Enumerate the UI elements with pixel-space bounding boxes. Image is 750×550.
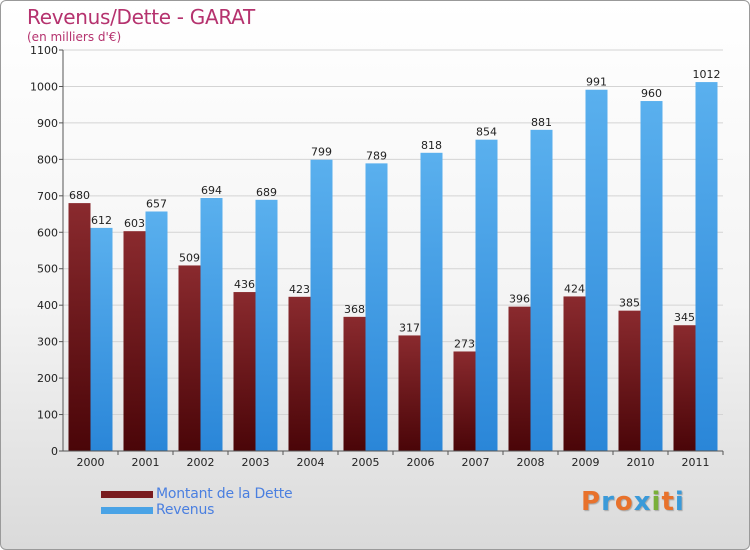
data-label-revenus: 1012 xyxy=(693,68,721,81)
x-tick-label: 2007 xyxy=(462,456,490,469)
x-tick-label: 2001 xyxy=(132,456,160,469)
y-tick-label: 300 xyxy=(37,336,58,349)
y-tick-label: 1000 xyxy=(30,80,58,93)
data-label-revenus: 694 xyxy=(201,184,222,197)
x-tick-label: 2006 xyxy=(407,456,435,469)
chart-title: Revenus/Dette - GARAT xyxy=(27,5,255,29)
logo-letter: x xyxy=(633,487,652,517)
bar-dette xyxy=(178,265,201,451)
bar-revenus xyxy=(365,163,388,451)
bars xyxy=(68,82,718,452)
data-label-revenus: 657 xyxy=(146,197,167,210)
bar-revenus xyxy=(200,198,223,451)
data-label-dette: 423 xyxy=(289,283,310,296)
proxiti-logo: Proxiti xyxy=(581,487,685,517)
bar-revenus xyxy=(695,82,718,451)
logo-letter: r xyxy=(601,487,615,517)
y-tick-label: 500 xyxy=(37,263,58,276)
data-label-revenus: 991 xyxy=(586,76,607,89)
bar-revenus xyxy=(90,227,113,451)
data-label-dette: 345 xyxy=(674,311,695,324)
data-label-revenus: 612 xyxy=(91,214,112,227)
x-tick-label: 2004 xyxy=(297,456,325,469)
bar-dette xyxy=(123,231,146,451)
bar-dette xyxy=(288,296,311,451)
x-tick-label: 2011 xyxy=(682,456,710,469)
data-label-dette: 368 xyxy=(344,303,365,316)
bar-dette xyxy=(68,203,91,451)
bar-revenus xyxy=(585,89,608,452)
legend-swatch-dette xyxy=(101,491,153,498)
bar-dette xyxy=(398,335,421,451)
data-label-revenus: 789 xyxy=(366,149,387,162)
bar-dette xyxy=(508,306,531,451)
y-tick-label: 100 xyxy=(37,409,58,422)
bar-revenus xyxy=(640,101,663,451)
data-label-revenus: 799 xyxy=(311,146,332,159)
logo-letter: o xyxy=(614,487,634,517)
x-tick-label: 2000 xyxy=(77,456,105,469)
x-tick-label: 2009 xyxy=(572,456,600,469)
bar-revenus xyxy=(145,211,168,451)
y-tick-label: 700 xyxy=(37,190,58,203)
y-tick-label: 800 xyxy=(37,153,58,166)
logo-letter: i xyxy=(651,487,662,517)
bar-revenus xyxy=(255,199,278,451)
data-label-revenus: 689 xyxy=(256,186,277,199)
legend-label-revenus: Revenus xyxy=(156,502,215,518)
gridlines xyxy=(63,49,723,416)
data-label-dette: 385 xyxy=(619,297,640,310)
data-label-dette: 424 xyxy=(564,282,585,295)
x-tick-label: 2008 xyxy=(517,456,545,469)
x-tick-label: 2002 xyxy=(187,456,215,469)
data-label-revenus: 818 xyxy=(421,139,442,152)
bar-revenus xyxy=(310,159,333,451)
data-label-revenus: 960 xyxy=(641,87,662,100)
legend-swatch-revenus xyxy=(101,507,153,514)
y-tick-label: 600 xyxy=(37,226,58,239)
y-tick-label: 1100 xyxy=(30,44,58,57)
data-label-dette: 273 xyxy=(454,337,475,350)
logo-letter: P xyxy=(581,487,602,517)
logo-letter: t xyxy=(661,487,675,517)
data-label-dette: 436 xyxy=(234,278,255,291)
data-label-dette: 396 xyxy=(509,293,530,306)
bar-dette xyxy=(563,296,586,451)
bar-revenus xyxy=(530,129,553,451)
data-label-dette: 317 xyxy=(399,321,420,334)
bar-dette xyxy=(233,292,256,451)
bar-revenus xyxy=(475,139,498,452)
bar-dette xyxy=(453,351,476,451)
chart-subtitle: (en milliers d'€) xyxy=(27,30,122,44)
data-label-dette: 603 xyxy=(124,217,145,230)
data-label-dette: 509 xyxy=(179,251,200,264)
y-tick-label: 200 xyxy=(37,372,58,385)
logo-letter: i xyxy=(674,487,685,517)
tick-labels: 0 100 200 300 400 500 600 700 800 900 1000 1100 2000… xyxy=(30,44,721,469)
x-tick-label: 2003 xyxy=(242,456,270,469)
bar-dette xyxy=(618,310,641,451)
data-label-revenus: 854 xyxy=(476,126,497,139)
y-tick-label: 0 xyxy=(51,445,58,458)
bar-revenus xyxy=(420,152,443,451)
x-tick-label: 2005 xyxy=(352,456,380,469)
axes xyxy=(59,49,724,455)
y-tick-label: 400 xyxy=(37,299,58,312)
y-tick-label: 900 xyxy=(37,117,58,130)
bar-dette xyxy=(343,316,366,451)
bar-dette xyxy=(673,325,696,451)
x-tick-label: 2010 xyxy=(627,456,655,469)
data-label-dette: 680 xyxy=(69,189,90,202)
legend-label-dette: Montant de la Dette xyxy=(156,486,293,502)
data-label-revenus: 881 xyxy=(531,116,552,129)
